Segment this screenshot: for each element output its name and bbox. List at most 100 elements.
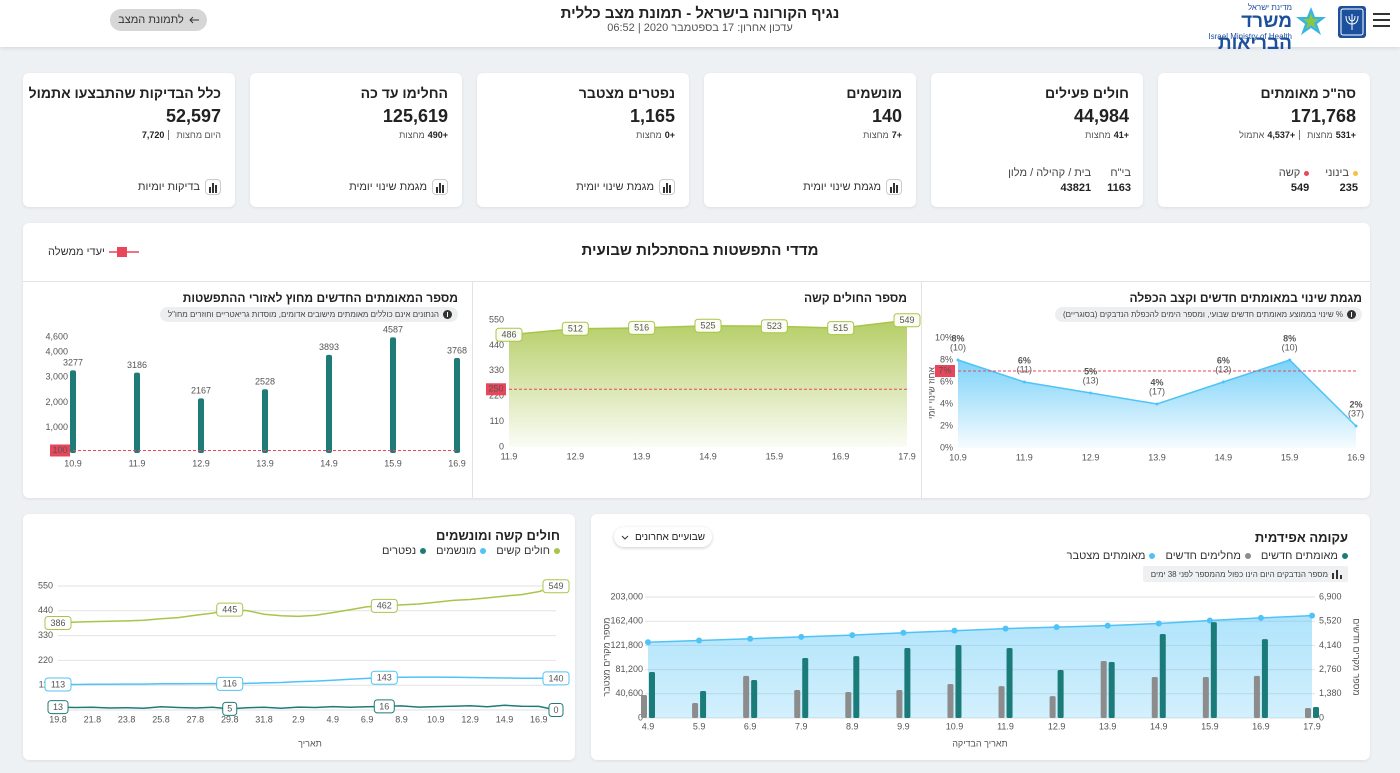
- trend-link[interactable]: מגמת שינוי יומית: [576, 179, 675, 195]
- emblem: [1338, 6, 1366, 38]
- x-tick-label: 13.9: [633, 451, 651, 461]
- point: [900, 629, 907, 636]
- goal-badge: [486, 383, 506, 396]
- bar: [955, 645, 962, 718]
- area: [509, 320, 907, 447]
- y-tick-label: 203,000: [610, 591, 643, 601]
- data-label: 2%: [1349, 399, 1362, 409]
- doubling-label: (17): [1149, 386, 1165, 396]
- data-label: 8%: [1283, 333, 1296, 343]
- status-dot: [1304, 170, 1310, 176]
- note-text: % שינוי בממוצע מאומתים חדשים שבועי, ומספ…: [1062, 310, 1343, 319]
- label-box: [370, 598, 398, 613]
- x-tick-label: 2.9: [292, 714, 305, 724]
- data-label: 143: [377, 673, 392, 683]
- status-dot: [1353, 170, 1358, 176]
- bar: [1253, 675, 1260, 718]
- link-text: מגמת שינוי יומית: [803, 181, 881, 193]
- y-tick-label: 2,760: [1319, 664, 1342, 674]
- y-axis-label: אחוז שינוי יומי: [926, 367, 936, 419]
- x-tick-label: 11.9: [501, 451, 518, 461]
- legend-swatch: [554, 548, 560, 554]
- menu-button[interactable]: [1372, 12, 1392, 28]
- period-dropdown[interactable]: שבועיים אחרונים: [614, 527, 712, 547]
- divider: [921, 281, 922, 498]
- breakdown-text: בינוני: [1325, 167, 1349, 179]
- goal-label: 100: [52, 445, 67, 455]
- trend-link[interactable]: בדיקות יומיות: [138, 179, 221, 195]
- x-tick-label: 10.9: [946, 721, 964, 731]
- y-tick-label: 10%: [935, 332, 953, 342]
- bar: [454, 357, 460, 453]
- trend-link[interactable]: מגמת שינוי יומית: [349, 179, 448, 195]
- legend-text: מאומתים חדשים: [1260, 550, 1338, 562]
- legend-swatch: [1244, 553, 1251, 559]
- chevron: [621, 535, 629, 540]
- point: [1104, 622, 1111, 629]
- trend-link[interactable]: מגמת שינוי יומית: [803, 179, 902, 195]
- new-cases-chart: 01,0002,0003,0004,0004,60032773186216725…: [45, 325, 467, 468]
- card-title: החלימו עד כה: [360, 85, 448, 101]
- legend: חולים קשים מונשמים נפטרים: [382, 545, 560, 557]
- label-box: [760, 319, 788, 334]
- y-tick-label: 4,000: [45, 347, 68, 357]
- data-label: 445: [222, 605, 237, 615]
- info-icon: [443, 310, 452, 319]
- x-tick-label: 12.9: [461, 714, 479, 724]
- label-box: [495, 327, 523, 342]
- bar: [262, 389, 268, 453]
- note-text: מספר הנדבקים היום הינו כפול מהמספר לפני …: [1150, 569, 1328, 579]
- data-label: 3893: [319, 342, 339, 352]
- card-value: 44,984: [1073, 106, 1129, 126]
- goal-swatch: [108, 247, 139, 257]
- y-tick-label: 220: [489, 391, 504, 401]
- card-sub: היום מחצות 7,720: [139, 130, 221, 140]
- x-tick-label: 13.9: [1099, 721, 1117, 731]
- bar: [1159, 634, 1166, 718]
- x-tick-label: 4.9: [642, 721, 655, 731]
- data-label: 5%: [1084, 366, 1097, 376]
- chart-icon: [205, 179, 221, 195]
- line: [57, 585, 557, 624]
- legend-item: נפטרים: [382, 545, 427, 557]
- data-label: 486: [501, 330, 516, 340]
- legend-text: יעדי ממשלה: [48, 246, 105, 258]
- y-tick-label: 1,000: [45, 422, 68, 432]
- y-tick-label: 4%: [940, 398, 953, 408]
- label-box: [216, 602, 244, 617]
- y-tick-label: 0%: [940, 442, 953, 452]
- y-tick-label: 81,200: [615, 664, 643, 674]
- goal-badge: [935, 365, 955, 377]
- data-label: 516: [634, 323, 649, 333]
- bar: [641, 695, 647, 718]
- bar: [845, 692, 852, 718]
- x-tick-label: 15.9: [766, 451, 784, 461]
- sub-number: +41: [1113, 130, 1129, 140]
- label-box: [827, 321, 855, 336]
- bar: [751, 679, 758, 718]
- label-box: [44, 677, 72, 692]
- chart-title: חולים קשה ומונשמים: [435, 528, 560, 543]
- label-box: [373, 699, 395, 714]
- x-tick-label: 13.9: [256, 458, 274, 468]
- panel-title: מדדי התפשטות בהסתכלות שבועית: [581, 242, 819, 259]
- y-tick-label: 0: [638, 712, 643, 722]
- chart-title: מספר החולים קשה: [803, 291, 907, 305]
- chart-icon: [659, 179, 675, 195]
- sub-number: 7,720: [141, 130, 165, 140]
- last-updated: עדכון אחרון: 17 בספטמבר 2020 | 06:52: [607, 22, 793, 34]
- point: [956, 358, 960, 362]
- chart-title: מספר המאומתים החדשים מחוץ לאזורי ההתפשטו…: [182, 291, 458, 305]
- breakdown-item: בי"ח 1163: [1107, 167, 1131, 194]
- breakdown: בי"ח 1163 בית / קהילה / מלון 43821: [1008, 167, 1131, 194]
- area: [648, 615, 1312, 718]
- link-text: מגמת שינוי יומית: [576, 181, 654, 193]
- stat-card: החלימו עד כה 125,619 +490מחצות מגמת שינוי י…: [250, 73, 462, 207]
- change-chart: 0%2%4%6%8%10%7%10.9 11.9 12.9 13.9 14.9 15.9 1…: [926, 332, 1364, 462]
- back-button[interactable]: לתמונת המצב: [110, 9, 207, 31]
- bar: [904, 648, 911, 718]
- x-tick-label: 6.9: [744, 721, 757, 731]
- card-title: מונשמים: [846, 85, 902, 101]
- x-tick-label: 12.9: [1082, 452, 1100, 462]
